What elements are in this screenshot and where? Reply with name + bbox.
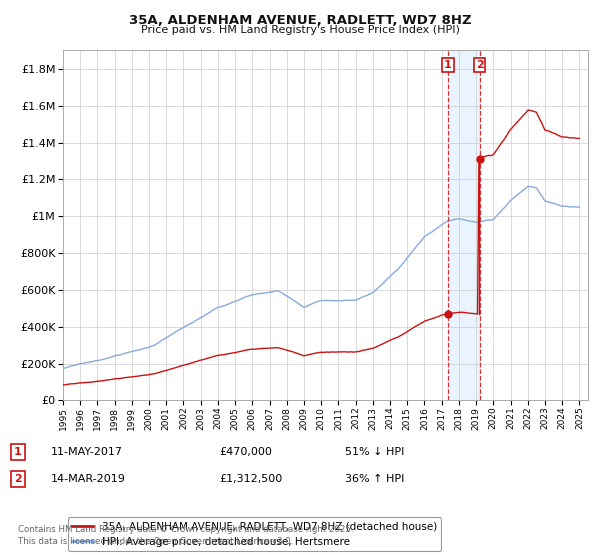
Text: 35A, ALDENHAM AVENUE, RADLETT, WD7 8HZ: 35A, ALDENHAM AVENUE, RADLETT, WD7 8HZ	[128, 14, 472, 27]
Text: £1,312,500: £1,312,500	[219, 474, 282, 484]
Text: 51% ↓ HPI: 51% ↓ HPI	[345, 447, 404, 457]
Text: 2: 2	[476, 60, 484, 70]
Text: 14-MAR-2019: 14-MAR-2019	[51, 474, 126, 484]
Legend: 35A, ALDENHAM AVENUE, RADLETT, WD7 8HZ (detached house), HPI: Average price, det: 35A, ALDENHAM AVENUE, RADLETT, WD7 8HZ (…	[68, 517, 441, 551]
Text: 36% ↑ HPI: 36% ↑ HPI	[345, 474, 404, 484]
Text: Contains HM Land Registry data © Crown copyright and database right 2025.
This d: Contains HM Land Registry data © Crown c…	[18, 525, 353, 546]
Bar	[448, 50, 479, 400]
Text: 1: 1	[14, 447, 22, 457]
Text: 11-MAY-2017: 11-MAY-2017	[51, 447, 123, 457]
Text: 2: 2	[14, 474, 22, 484]
Text: Price paid vs. HM Land Registry's House Price Index (HPI): Price paid vs. HM Land Registry's House …	[140, 25, 460, 35]
Text: £470,000: £470,000	[219, 447, 272, 457]
Text: 1: 1	[444, 60, 452, 70]
